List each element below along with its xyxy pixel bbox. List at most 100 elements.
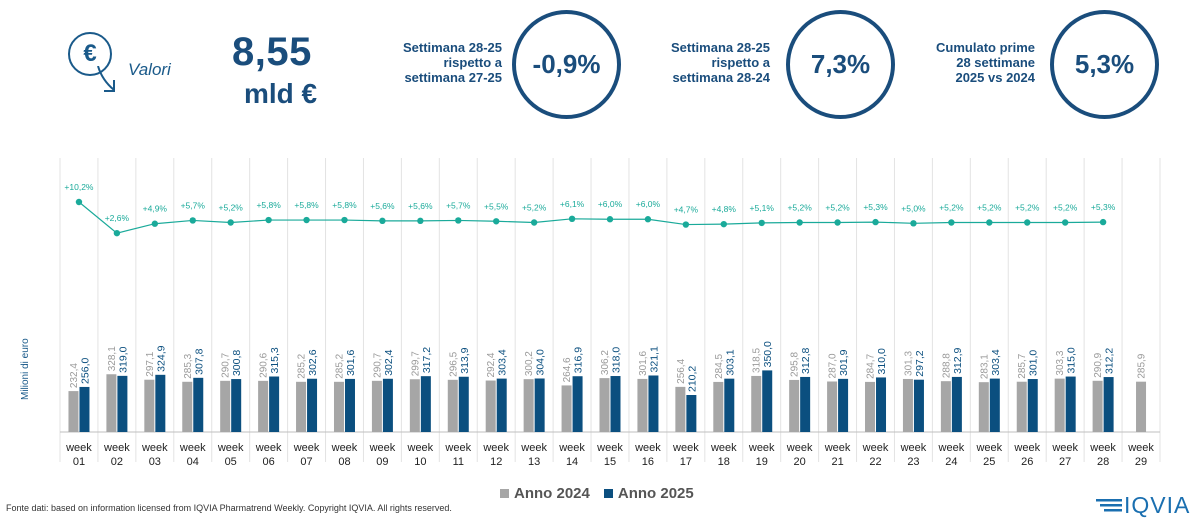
bar-2025 — [307, 378, 318, 432]
growth-point — [834, 219, 841, 226]
growth-label: +5,6% — [370, 201, 395, 211]
bar-2025 — [1027, 379, 1038, 432]
bar-2024 — [675, 386, 686, 432]
growth-label: +5,0% — [901, 203, 926, 213]
bar-label-2024: 284,5 — [714, 353, 725, 378]
growth-point — [379, 217, 386, 225]
bar-2025 — [496, 378, 507, 432]
bar-label-2024: 296,5 — [448, 351, 459, 376]
bar-2025 — [117, 375, 128, 432]
bar-label-2025: 297,2 — [914, 350, 926, 376]
bar-2024 — [409, 379, 420, 432]
growth-point — [1099, 218, 1107, 226]
bar-label-2025: 310,0 — [876, 348, 888, 374]
growth-label: +5,2% — [522, 203, 547, 213]
x-tick-label: 05 — [225, 456, 237, 468]
bar-2024 — [827, 381, 838, 432]
valori-label: Valori — [128, 60, 171, 79]
x-tick-label: 01 — [73, 456, 85, 468]
bar-2025 — [838, 378, 849, 432]
bar-2024 — [865, 381, 876, 432]
bar-label-2024: 285,7 — [1017, 353, 1028, 378]
x-tick-label: week — [293, 442, 320, 454]
growth-point — [493, 218, 500, 225]
growth-point — [568, 215, 576, 223]
bar-2024 — [258, 380, 269, 432]
bar-2025 — [989, 378, 1000, 432]
growth-point — [758, 219, 765, 227]
bar-2024 — [447, 379, 458, 432]
x-tick-label: week — [672, 442, 699, 454]
bar-label-2025: 317,2 — [421, 347, 433, 373]
bar-label-2024: 284,7 — [866, 353, 877, 378]
bar-2024 — [789, 379, 800, 432]
bar-label-2025: 303,1 — [724, 349, 736, 375]
x-tick-label: 15 — [604, 456, 616, 468]
x-tick-label: 08 — [338, 456, 350, 468]
bar-label-2024: 287,0 — [828, 353, 839, 378]
growth-point — [341, 216, 348, 224]
x-tick-label: 11 — [453, 456, 464, 468]
growth-point — [796, 219, 803, 226]
x-tick-label: 16 — [642, 456, 654, 468]
iqvia-logo-icon — [1096, 498, 1122, 511]
bar-2024 — [599, 378, 610, 432]
growth-label: +5,2% — [939, 203, 964, 213]
kpi-3-value: 5,3% — [1050, 10, 1159, 119]
logo-text: IQVIA — [1124, 492, 1191, 518]
bar-2024 — [751, 375, 762, 432]
growth-label: +5,2% — [1015, 203, 1040, 213]
bar-2025 — [686, 395, 697, 432]
kpi-3-label: Cumulato prime 28 settimane 2025 vs 2024 — [936, 40, 1035, 85]
bar-label-2025: 304,0 — [535, 349, 547, 375]
bar-label-2024: 285,2 — [297, 353, 308, 378]
bar-2024 — [220, 380, 231, 432]
growth-point — [151, 220, 159, 227]
bar-label-2025: 301,9 — [838, 349, 850, 375]
bar-label-2024: 290,6 — [259, 352, 270, 377]
bar-2024 — [1054, 378, 1065, 432]
bar-2024 — [485, 380, 496, 432]
growth-label: +5,2% — [1053, 203, 1078, 213]
bar-2025 — [572, 376, 583, 432]
x-tick-label: week — [900, 442, 927, 454]
x-tick-label: week — [444, 442, 471, 454]
x-tick-label: 09 — [376, 456, 388, 468]
x-tick-label: 22 — [869, 456, 881, 468]
bar-label-2025: 301,6 — [345, 349, 357, 375]
growth-point — [265, 216, 272, 224]
growth-label: +5,2% — [825, 203, 850, 213]
bar-label-2024: 297,1 — [145, 351, 156, 376]
x-tick-label: week — [824, 442, 851, 454]
bar-label-2025: 318,0 — [611, 347, 623, 373]
bar-2024 — [333, 381, 344, 432]
bar-label-2024: 256,4 — [676, 358, 687, 383]
x-tick-label: 10 — [414, 456, 426, 468]
x-tick-label: week — [103, 442, 130, 454]
bar-label-2024: 301,6 — [638, 350, 649, 375]
bar-label-2024: 300,2 — [524, 351, 535, 376]
growth-label: +4,7% — [674, 205, 699, 215]
growth-label: +5,7% — [446, 200, 471, 210]
bar-label-2025: 256,0 — [79, 358, 91, 384]
x-tick-label: 20 — [794, 456, 806, 468]
x-tick-label: week — [65, 442, 92, 454]
x-tick-label: week — [748, 442, 775, 454]
bar-label-2025: 312,8 — [800, 348, 812, 374]
x-tick-label: week — [596, 442, 623, 454]
total-unit: mld € — [244, 78, 318, 109]
bar-2024 — [182, 381, 193, 432]
x-tick-label: 14 — [566, 456, 578, 468]
growth-label: +5,2% — [977, 203, 1002, 213]
growth-point — [113, 229, 121, 237]
bar-label-2025: 301,0 — [1028, 350, 1040, 376]
bar-2025 — [231, 379, 242, 432]
bar-2024 — [144, 379, 155, 432]
x-tick-label: 04 — [187, 456, 199, 468]
x-tick-label: week — [369, 442, 396, 454]
x-tick-label: 23 — [907, 456, 919, 468]
total-value: 8,55 — [232, 30, 312, 74]
bar-label-2025: 312,9 — [952, 347, 964, 373]
bar-label-2025: 315,0 — [1066, 347, 1078, 373]
bar-2024 — [561, 385, 572, 432]
